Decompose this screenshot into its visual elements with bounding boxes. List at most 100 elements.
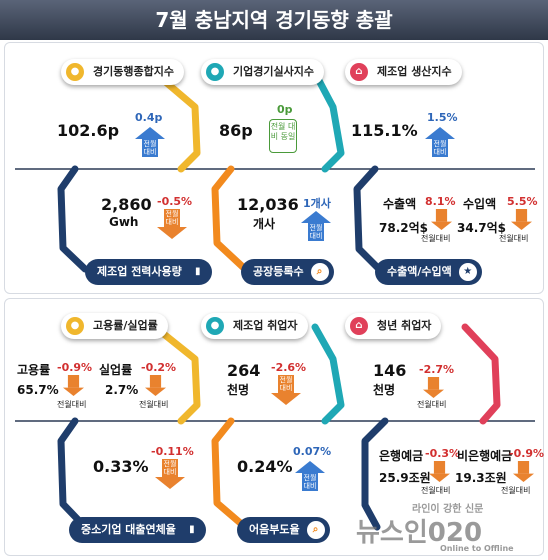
unemployment-small-text: 전월대비 [139, 400, 169, 409]
down-arrow-icon [63, 375, 84, 397]
factory-count-unit: 개사 [253, 217, 276, 231]
youth-employees-change: -2.7% [419, 363, 455, 376]
up-arrow-icon: 전월 대비 [135, 127, 165, 159]
down-arrow-icon [511, 209, 532, 231]
export-small-text: 전월대비 [421, 234, 451, 243]
connector-lines [15, 323, 535, 531]
pill-label: 청년 취업자 [377, 319, 432, 332]
watermark-sub: Online to Offline [440, 544, 514, 553]
bsi-flat-badge: 전월 대비 동일 [269, 119, 297, 153]
unemployment-rate-label: 실업률 [99, 363, 133, 377]
star-icon: ★ [458, 263, 477, 281]
watermark-brand: 뉴스인020 [356, 518, 483, 548]
bank-deposit-label: 은행예금 [379, 449, 424, 463]
pill-label: 중소기업 대출연체율 [81, 523, 176, 536]
nonbank-deposit-label: 비은행예금 [457, 449, 513, 463]
person-icon: ● [206, 317, 224, 335]
sme-delinquency-value: 0.33% [93, 457, 149, 476]
coincident-index-change: 0.4p [135, 111, 163, 124]
pill-label: 어음부도율 [249, 523, 300, 536]
up-arrow-icon: 전월 대비 [425, 127, 455, 159]
pill-label: 기업경기실사지수 [233, 65, 314, 78]
export-change: 8.1% [425, 195, 456, 208]
pill-label: 고용률/실업률 [93, 319, 158, 332]
down-arrow-icon: 전월 대비 [271, 375, 301, 407]
sme-delinquency-change: -0.11% [151, 445, 194, 458]
pill-label: 제조업 전력사용량 [97, 265, 182, 278]
manufacturing-index-value: 115.1% [351, 121, 418, 140]
import-value: 34.7억$ [457, 221, 506, 235]
employment-rate-change: -0.9% [57, 361, 93, 374]
bsi-change: 0p [277, 103, 293, 116]
unemployment-rate-change: -0.2% [141, 361, 177, 374]
search-icon: ⌕ [310, 263, 329, 281]
bar-chart-icon: ▮ [189, 524, 195, 535]
watermark-slogan: 라인이 강한 신문 [412, 504, 484, 515]
export-label: 수출액 [383, 197, 417, 211]
pill-factory-count: 공장등록수 ⌕ [241, 259, 334, 285]
coin-icon: ● [66, 63, 84, 81]
pill-bsi: ● 기업경기실사지수 [201, 59, 324, 85]
down-arrow-icon: 전월 대비 [155, 459, 185, 491]
search-icon: ⌕ [306, 521, 325, 539]
employment-small-text: 전월대비 [57, 400, 87, 409]
page-title: 7월 충남지역 경기동향 총괄 [0, 0, 548, 40]
pill-sme-delinquency: 중소기업 대출연체율 ▮ [69, 517, 206, 543]
pill-label: 제조업 생산지수 [377, 65, 452, 78]
dishonored-bill-value: 0.24% [237, 457, 293, 476]
pill-youth-employees: ⌂ 청년 취업자 [345, 313, 442, 339]
down-arrow-icon [423, 377, 444, 399]
employment-rate-value: 65.7% [17, 383, 59, 397]
import-label: 수입액 [463, 197, 497, 211]
pill-manufacturing-index: ⌂ 제조업 생산지수 [345, 59, 462, 85]
power-usage-unit: Gwh [109, 215, 139, 229]
nonbank-small-text: 전월대비 [501, 486, 531, 495]
pill-coincident-index: ● 경기동행종합지수 [61, 59, 184, 85]
bottom-panel: ● 고용률/실업률 ● 제조업 취업자 ⌂ 청년 취업자 고용률 -0.9% 6… [4, 298, 544, 556]
bank-deposit-change: -0.3% [425, 447, 461, 460]
pill-dishonored-bill: 어음부도율 ⌕ [237, 517, 330, 543]
down-arrow-icon [429, 461, 450, 483]
manufacturing-index-change: 1.5% [427, 111, 458, 124]
bsi-value: 86p [219, 121, 253, 140]
down-arrow-icon: 전월 대비 [157, 209, 187, 241]
down-arrow-icon [431, 209, 452, 231]
pill-label: 제조업 취업자 [233, 319, 298, 332]
export-value: 78.2억$ [379, 221, 428, 235]
pill-label: 수출액/수입액 [387, 265, 452, 278]
person-icon: ● [206, 63, 224, 81]
connector-lines [15, 69, 535, 273]
pill-power-usage: 제조업 전력사용량 ▮ [85, 259, 212, 285]
top-panel: ● 경기동행종합지수 ● 기업경기실사지수 ⌂ 제조업 생산지수 102.6p … [4, 42, 544, 294]
up-arrow-icon: 전월 대비 [301, 211, 331, 243]
bank-small-text: 전월대비 [421, 486, 451, 495]
bank-deposit-value: 25.9조원 [379, 471, 431, 485]
import-small-text: 전월대비 [499, 234, 529, 243]
power-usage-change: -0.5% [157, 195, 193, 208]
down-arrow-icon [145, 375, 166, 397]
manufacturing-employees-unit: 천명 [227, 383, 250, 397]
coin-icon: ● [66, 317, 84, 335]
house-icon: ⌂ [350, 317, 368, 335]
pill-trade: 수출액/수입액 ★ [375, 259, 482, 285]
power-usage-value: 2,860 [101, 195, 152, 214]
dishonored-bill-change: 0.07% [293, 445, 332, 458]
pill-label: 공장등록수 [253, 265, 304, 278]
pill-manufacturing-employees: ● 제조업 취업자 [201, 313, 308, 339]
factory-count-value: 12,036 [237, 195, 299, 214]
down-arrow-icon [513, 461, 534, 483]
nonbank-deposit-value: 19.3조원 [455, 471, 507, 485]
youth-employees-unit: 천명 [373, 383, 396, 397]
import-change: 5.5% [507, 195, 538, 208]
bar-chart-icon: ▮ [195, 266, 201, 277]
employment-rate-label: 고용률 [17, 363, 51, 377]
pill-employment: ● 고용률/실업률 [61, 313, 168, 339]
pill-label: 경기동행종합지수 [93, 65, 174, 78]
youth-employees-value: 146 [373, 361, 407, 380]
youth-small-text: 전월대비 [417, 400, 447, 409]
up-arrow-icon: 전월 대비 [295, 461, 325, 493]
coincident-index-value: 102.6p [57, 121, 120, 140]
nonbank-deposit-change: -0.9% [509, 447, 545, 460]
unemployment-rate-value: 2.7% [105, 383, 139, 397]
manufacturing-employees-value: 264 [227, 361, 261, 380]
